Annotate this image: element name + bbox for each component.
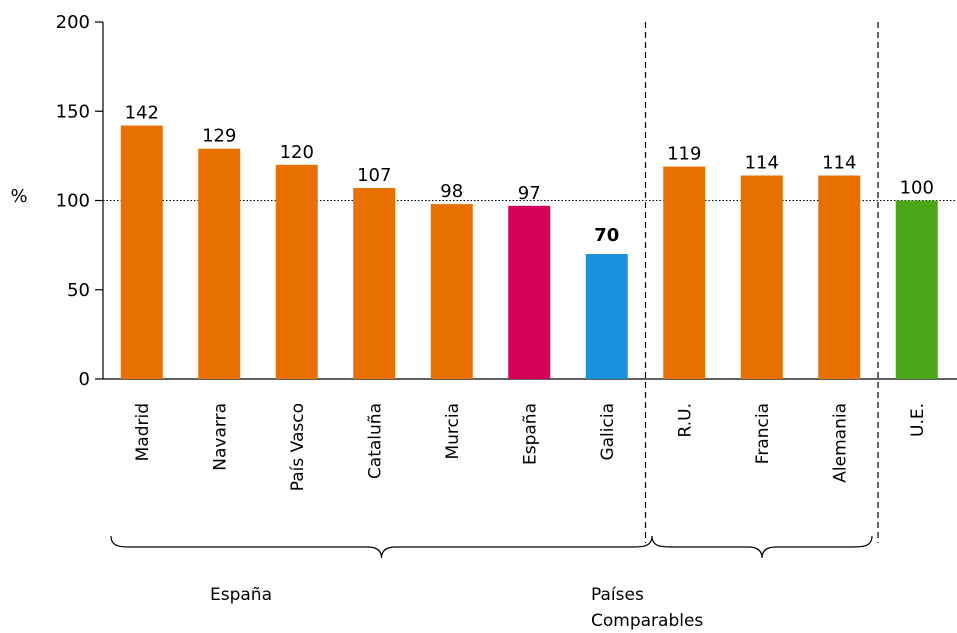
- value-label: 70: [594, 225, 619, 246]
- brace-paises-comparables: [651, 535, 873, 559]
- value-label: 107: [357, 165, 391, 186]
- value-label: 114: [822, 153, 856, 174]
- category-label: País Vasco: [288, 403, 308, 491]
- bar-navarra: [198, 148, 241, 379]
- y-tick-label: 200: [56, 12, 90, 33]
- value-label: 97: [518, 183, 541, 204]
- y-axis-label: %: [10, 186, 27, 207]
- category-label: Madrid: [133, 403, 153, 461]
- bar-madrid: [120, 125, 163, 379]
- brace-espana: [110, 535, 653, 559]
- value-label: 100: [900, 178, 934, 199]
- category-label: Francia: [753, 403, 773, 464]
- group-label-espana: España: [210, 585, 272, 605]
- group-braces: España Países Comparables: [110, 535, 873, 631]
- value-label: 119: [667, 144, 701, 165]
- category-label: Galicia: [598, 403, 618, 461]
- bar-murcia: [430, 204, 473, 379]
- y-tick-label: 150: [56, 101, 90, 122]
- bar-alemania: [818, 175, 861, 379]
- category-label: Murcia: [443, 403, 463, 460]
- value-label: 120: [280, 142, 314, 163]
- bar-pa-s-vasco: [275, 164, 318, 379]
- bar-galicia: [585, 254, 628, 379]
- bar-r-u-: [663, 166, 706, 379]
- y-tick-label: 100: [56, 191, 90, 212]
- category-label: Alemania: [830, 403, 850, 483]
- bar-catalu-a: [353, 188, 396, 379]
- category-label: R.U.: [675, 403, 695, 437]
- separators: [644, 22, 879, 543]
- category-label: España: [520, 403, 540, 465]
- group-label-paises: Países: [591, 585, 644, 605]
- bar-francia: [740, 175, 783, 379]
- value-label: 114: [745, 153, 779, 174]
- category-label: Navarra: [210, 403, 230, 471]
- bar-espa-a: [508, 205, 551, 379]
- category-label: Cataluña: [365, 403, 385, 479]
- y-tick-label: 50: [67, 280, 90, 301]
- value-label: 142: [125, 103, 159, 124]
- y-tick-label: 0: [79, 369, 90, 390]
- value-label: 98: [440, 181, 463, 202]
- value-label: 129: [202, 126, 236, 147]
- bar-u-e-: [895, 200, 938, 379]
- axes: 0 50 100 150 200%: [10, 12, 957, 390]
- bars: [120, 125, 938, 379]
- labels: 142 Madrid 129 Navarra 120 País Vasco 107 Catal…: [125, 103, 934, 492]
- group-label-comparables: Comparables: [591, 611, 703, 631]
- category-label: U.E.: [908, 403, 928, 437]
